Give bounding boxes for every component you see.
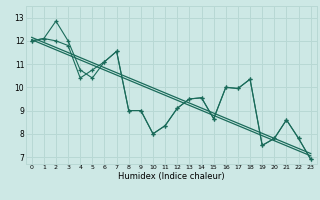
X-axis label: Humidex (Indice chaleur): Humidex (Indice chaleur) — [118, 172, 225, 181]
